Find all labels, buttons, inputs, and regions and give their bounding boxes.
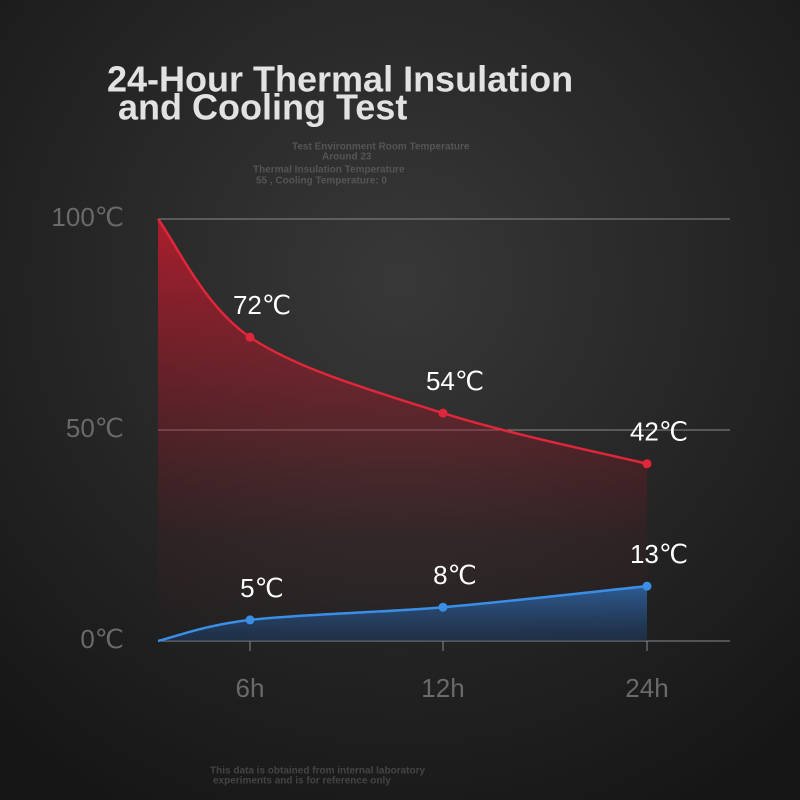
data-label: 42℃: [630, 417, 688, 447]
x-tick-label: 6h: [236, 673, 265, 703]
data-label: 5℃: [240, 573, 284, 603]
y-tick-label: 0℃: [80, 624, 124, 654]
line: [157, 218, 648, 465]
data-label: 13℃: [630, 539, 688, 569]
footnote: This data is obtained from internal labo…: [210, 766, 425, 777]
point: [245, 615, 255, 625]
data-label: 54℃: [426, 366, 484, 396]
chart-title: and Cooling Test: [118, 87, 407, 128]
note: 55 , Cooling Temperature: 0: [256, 176, 387, 187]
chart-title: 24-Hour Thermal Insulation: [107, 59, 573, 100]
data-label: 8℃: [433, 560, 477, 590]
x-tick-label: 24h: [625, 673, 668, 703]
area: [158, 219, 647, 641]
footnote: experiments and is for reference only: [213, 776, 391, 787]
point: [245, 332, 255, 342]
note: Thermal Insulation Temperature: [253, 165, 405, 176]
line: [157, 584, 648, 643]
x-tick-label: 12h: [421, 673, 464, 703]
y-tick-label: 50℃: [66, 413, 124, 443]
point: [642, 459, 652, 469]
note: Test Environment Room Temperature: [292, 142, 470, 153]
point: [438, 408, 448, 418]
point: [438, 602, 448, 612]
point: [642, 581, 652, 591]
note: Around 23: [322, 152, 372, 163]
y-tick-label: 100℃: [51, 202, 124, 232]
data-label: 72℃: [233, 290, 291, 320]
